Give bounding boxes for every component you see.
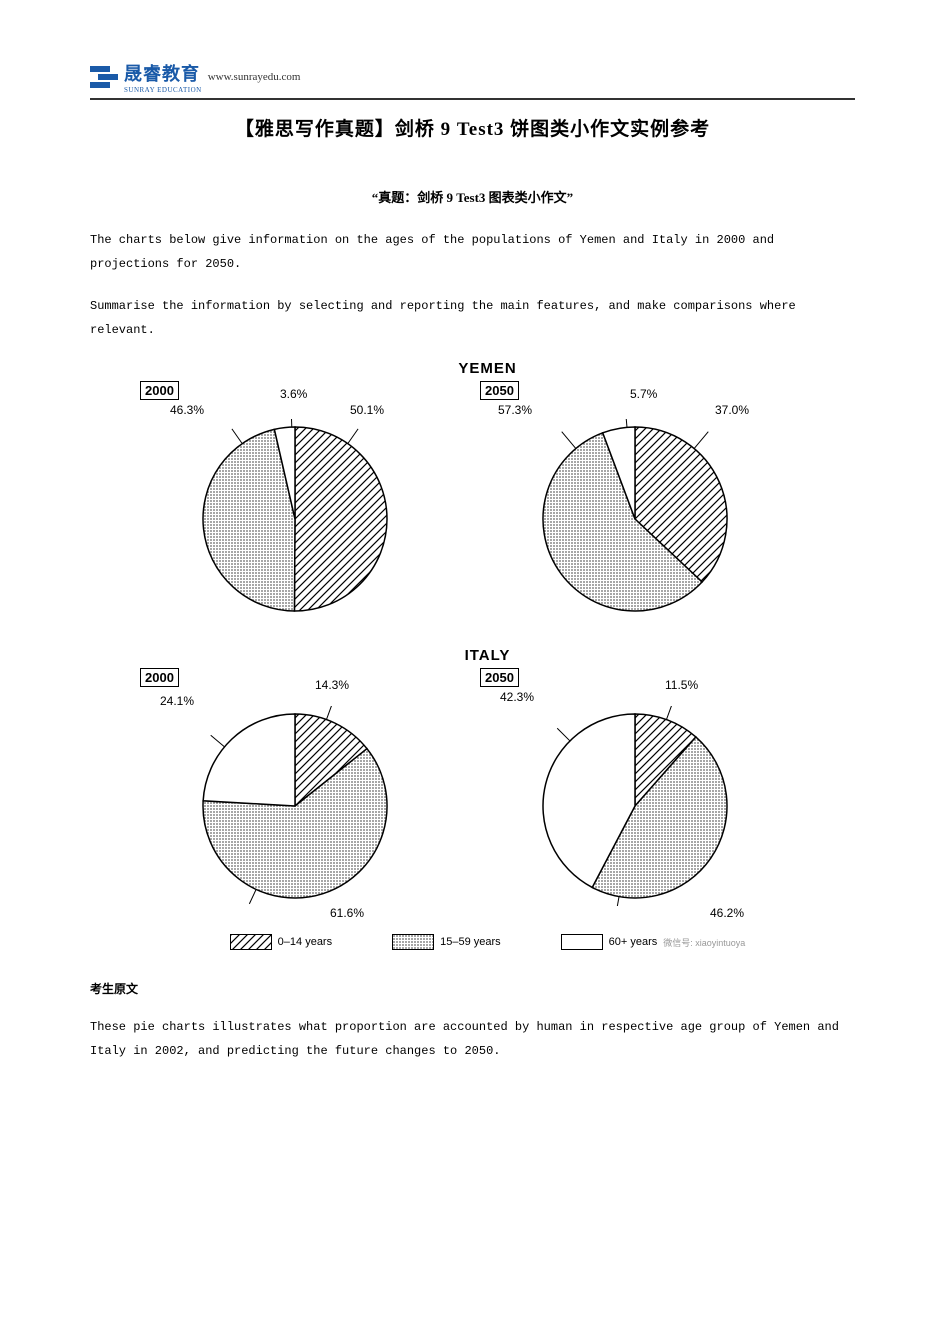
legend-item: 15–59 years (392, 934, 501, 950)
page-title: 【雅思写作真题】剑桥 9 Test3 饼图类小作文实例参考 (90, 114, 855, 141)
logo: 晟睿教育 SUNRAY EDUCATION (90, 60, 202, 94)
pie-italy-2000 (195, 706, 395, 906)
slice-label: 57.3% (498, 403, 532, 417)
italy-2000-cell: 2000 14.3% 61.6% 24.1% (140, 668, 450, 928)
italy-2050-cell: 2050 11.5% 46.2% 42.3% (480, 668, 790, 928)
task-paragraph-2: Summarise the information by selecting a… (90, 294, 855, 342)
pie-italy-2050 (535, 706, 735, 906)
yemen-title: YEMEN (140, 360, 835, 377)
legend-label: 15–59 years (440, 936, 501, 948)
year-label: 2050 (480, 668, 519, 687)
slice-label: 61.6% (330, 906, 364, 920)
essay-paragraph-1: These pie charts illustrates what propor… (90, 1015, 855, 1063)
year-label: 2000 (140, 668, 179, 687)
slice-label: 37.0% (715, 403, 749, 417)
slice-label: 46.3% (170, 403, 204, 417)
logo-text-cn: 晟睿教育 (124, 60, 202, 86)
task-paragraph-1: The charts below give information on the… (90, 228, 855, 276)
year-label: 2050 (480, 381, 519, 400)
pie-yemen-2000 (195, 419, 395, 619)
essay-heading: 考生原文 (90, 980, 855, 997)
slice-label: 50.1% (350, 403, 384, 417)
legend-item: 0–14 years (230, 934, 332, 950)
legend: 0–14 years 15–59 years 60+ years 微信号: xi… (140, 934, 835, 950)
chart-area: YEMEN 2000 50.1% 46.3% 3.6% 2050 37.0% 5… (140, 360, 835, 950)
header: 晟睿教育 SUNRAY EDUCATION www.sunrayedu.com (90, 60, 855, 100)
slice-label: 3.6% (280, 387, 307, 401)
header-url: www.sunrayedu.com (208, 71, 301, 83)
legend-label: 60+ years (609, 936, 658, 948)
yemen-2000-cell: 2000 50.1% 46.3% 3.6% (140, 381, 450, 641)
italy-title: ITALY (140, 647, 835, 664)
legend-swatch-icon (561, 934, 603, 950)
legend-swatch-icon (230, 934, 272, 950)
logo-text-sub: SUNRAY EDUCATION (124, 86, 202, 94)
pie-yemen-2050 (535, 419, 735, 619)
slice-label: 42.3% (500, 690, 534, 704)
logo-icon (90, 64, 118, 90)
legend-swatch-icon (392, 934, 434, 950)
watermark: 微信号: xiaoyintuoya (663, 936, 745, 949)
slice-label: 11.5% (665, 678, 698, 692)
subtitle: “真题：剑桥 9 Test3 图表类小作文” (90, 187, 855, 206)
yemen-2050-cell: 2050 37.0% 57.3% 5.7% (480, 381, 790, 641)
italy-section: ITALY 2000 14.3% 61.6% 24.1% 2050 11.5% … (140, 647, 835, 928)
legend-item: 60+ years 微信号: xiaoyintuoya (561, 934, 746, 950)
slice-label: 14.3% (315, 678, 349, 692)
yemen-section: YEMEN 2000 50.1% 46.3% 3.6% 2050 37.0% 5… (140, 360, 835, 641)
year-label: 2000 (140, 381, 179, 400)
legend-label: 0–14 years (278, 936, 332, 948)
slice-label: 24.1% (160, 694, 194, 708)
slice-label: 46.2% (710, 906, 744, 920)
slice-label: 5.7% (630, 387, 657, 401)
